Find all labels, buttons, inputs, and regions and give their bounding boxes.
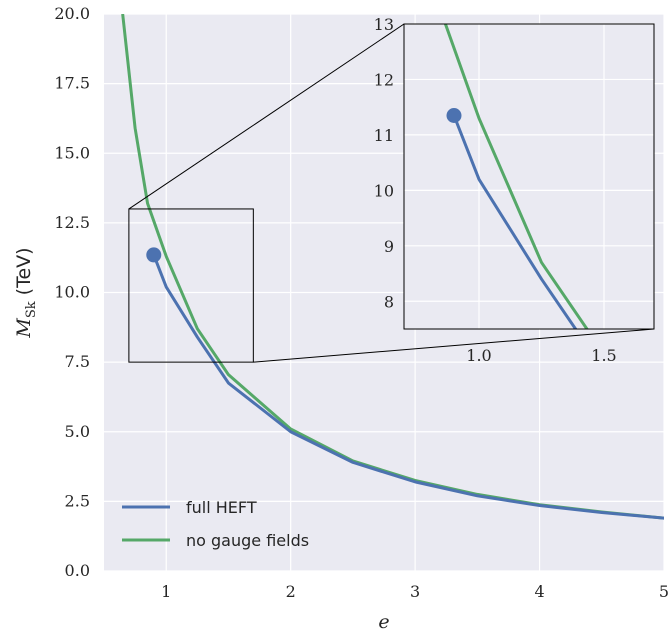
- inset-plot-area: [404, 24, 654, 329]
- zoom-region: [128, 208, 254, 363]
- y-axis-label-unit: (TeV): [13, 247, 35, 295]
- y-tick-label: 12.5: [54, 213, 90, 232]
- inset-x-axis-ticks: 1.0 1.5: [466, 346, 616, 365]
- y-tick-label: 7.5: [65, 352, 90, 371]
- x-tick-label: 1: [161, 582, 171, 601]
- y-tick-label: 10.0: [54, 283, 90, 302]
- y-tick-label: 17.5: [54, 74, 90, 93]
- inset-series-line-full-heft: [452, 114, 578, 329]
- legend: full HEFT no gauge fields: [122, 498, 309, 550]
- series-group: [121, 14, 664, 520]
- legend-label: full HEFT: [186, 498, 257, 517]
- y-tick-label: 2.5: [65, 491, 90, 510]
- y-axis-label-subscript: Sk: [24, 301, 39, 318]
- x-tick-label: 5: [659, 582, 669, 601]
- inset-series-start-point: [446, 108, 462, 123]
- inset-y-tick-label: 12: [374, 70, 394, 89]
- inset-y-axis-ticks: 8 9 10 11 12 13: [374, 15, 394, 311]
- inset-y-tick-label: 8: [384, 292, 394, 311]
- y-axis-ticks: 0.0 2.5 5.0 7.5 10.0 12.5 15.0 17.5 20.0: [54, 4, 90, 580]
- series-start-point: [146, 247, 162, 263]
- legend-label: no gauge fields: [186, 531, 309, 550]
- inset-y-tick-label: 13: [374, 15, 394, 34]
- inset-frame: [403, 23, 655, 330]
- x-tick-label: 2: [286, 582, 296, 601]
- series-line-full-heft: [152, 254, 664, 520]
- y-axis-label-symbol: M: [13, 318, 35, 339]
- x-axis-label: e: [378, 611, 389, 633]
- inset-y-tick-label: 10: [374, 181, 394, 200]
- inset-series-group: [443, 24, 589, 329]
- zoom-connector-bottom: [253, 328, 655, 363]
- x-tick-label: 4: [534, 582, 544, 601]
- inset-y-tick-label: 11: [374, 126, 394, 145]
- y-tick-label: 15.0: [54, 143, 90, 162]
- y-tick-label: 20.0: [54, 4, 90, 23]
- y-tick-label: 5.0: [65, 422, 90, 441]
- y-tick-label: 0.0: [65, 561, 90, 580]
- inset-x-tick-label: 1.0: [466, 346, 491, 365]
- y-axis-label: MSk (TeV): [13, 247, 39, 338]
- x-tick-label: 3: [410, 582, 420, 601]
- x-axis-ticks: 1 2 3 4 5: [161, 582, 669, 601]
- zoom-connector-top: [128, 23, 405, 210]
- inset-y-tick-label: 9: [384, 237, 394, 256]
- inset-x-tick-label: 1.5: [591, 346, 616, 365]
